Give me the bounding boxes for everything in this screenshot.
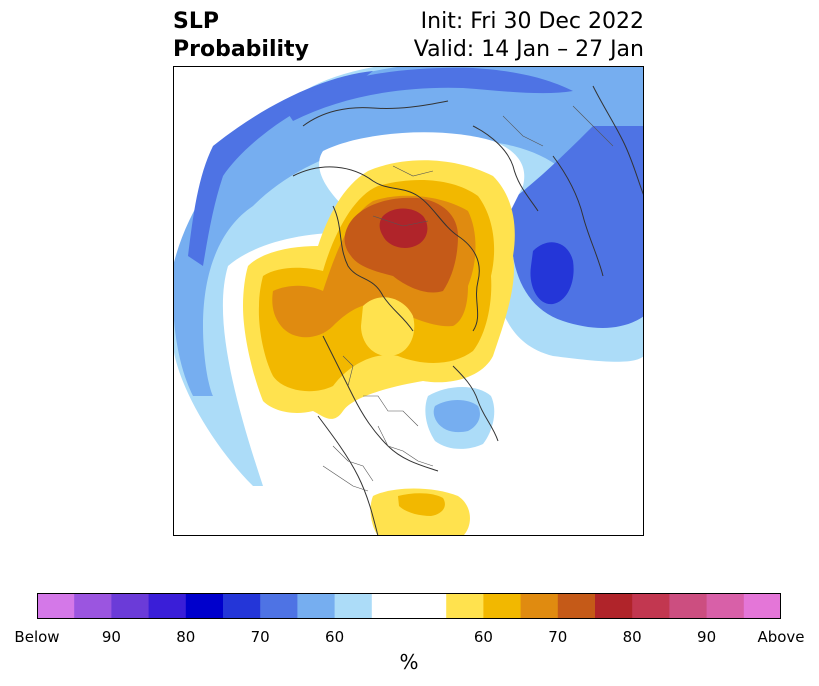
colorbar-swatch [557,593,596,619]
colorbar-swatch [148,593,187,619]
country-borders [322,105,614,492]
colorbar-swatch [223,593,261,619]
map-border [173,66,644,536]
map-title-left: SLP Probability [173,8,309,64]
colorbar-unit-label: % [399,650,419,674]
colorbar-tick-label: 80 [622,628,642,646]
polar-map-svg [173,66,644,536]
colorbar-swatch [297,593,336,619]
above-normal-region-80 [379,208,428,248]
colorbar-swatch [632,593,670,619]
product-label: Probability [173,37,309,62]
colorbar-tick-label: 90 [697,628,717,646]
near-normal-alaska [361,297,415,356]
colorbar-swatch [111,593,150,619]
colorbar-tick-label: 80 [176,628,196,646]
probability-colorbar [37,593,782,619]
colorbar-swatch [74,593,112,619]
variable-label: SLP [173,9,219,34]
colorbar-swatch [483,593,522,619]
colorbar-tick-label: 60 [473,628,493,646]
colorbar-svg [37,593,782,619]
colorbar-swatch [185,593,224,619]
colorbar-tick-label: 70 [548,628,568,646]
colorbar-tick-label: 90 [101,628,121,646]
valid-range-label: Valid: 14 Jan – 27 Jan [413,37,644,62]
probability-map [173,66,644,536]
colorbar-swatch [446,593,484,619]
below-normal-region-60 [173,66,644,396]
colorbar-swatch [260,593,298,619]
below-normal-region-canada-inner [433,400,480,433]
colorbar-swatch [743,593,782,619]
colorbar-swatch [520,593,559,619]
colorbar-tick-label: Below [14,628,60,646]
colorbar-tick-label: 70 [250,628,270,646]
coastlines [292,85,644,536]
colorbar-tick-label: Above [757,628,805,646]
colorbar-swatch [371,593,447,619]
colorbar-border [37,593,781,619]
below-normal-top-70 [283,67,573,121]
colorbar-swatch [334,593,373,619]
colorbar-swatch [669,593,708,619]
colorbar-swatch [595,593,633,619]
below-normal-east-80 [530,242,574,305]
colorbar-swatch [706,593,745,619]
map-title-right: Init: Fri 30 Dec 2022 Valid: 14 Jan – 27… [414,8,644,64]
colorbar-swatch [37,593,75,619]
above-normal-region-gulf-inner [398,493,445,516]
init-date-label: Init: Fri 30 Dec 2022 [420,9,644,34]
colorbar-tick-label: 60 [325,628,345,646]
below-normal-region-70 [188,71,373,266]
